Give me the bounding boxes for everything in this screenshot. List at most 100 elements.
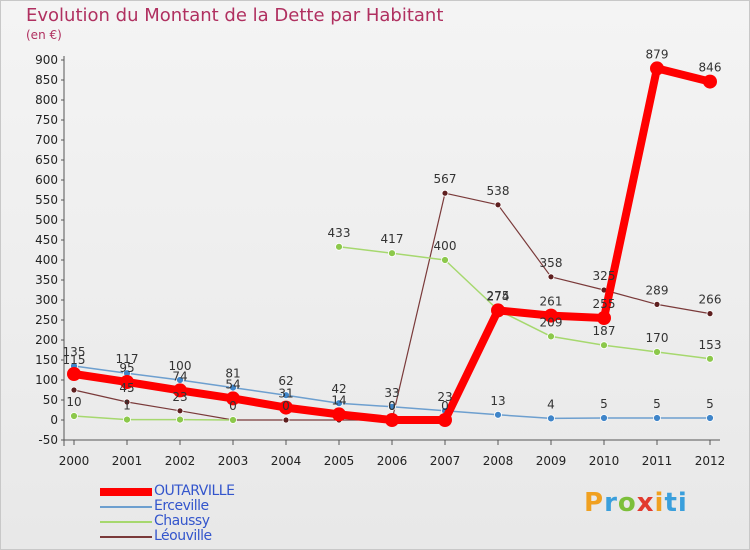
series-point-outarville bbox=[650, 61, 664, 76]
data-label-outarville: 255 bbox=[593, 297, 616, 311]
data-label-erceville: 117 bbox=[116, 352, 139, 366]
series-point-erceville bbox=[706, 414, 714, 422]
data-label-erceville: 5 bbox=[600, 397, 608, 411]
data-label-outarville: 31 bbox=[278, 387, 293, 401]
data-label-chaussy: 209 bbox=[540, 315, 563, 329]
data-label-chaussy: 153 bbox=[699, 338, 722, 352]
series-line-chaussy bbox=[338, 246, 711, 360]
data-label-outarville: 54 bbox=[225, 377, 240, 391]
series-point-chaussy bbox=[653, 348, 661, 356]
data-label-outarville: 261 bbox=[540, 295, 563, 309]
series-point-outarville bbox=[67, 367, 81, 381]
data-label-chaussy: 187 bbox=[593, 324, 616, 338]
data-label-louville: 538 bbox=[487, 184, 510, 198]
y-tick-label: 450 bbox=[35, 233, 58, 247]
series-line-chaussy bbox=[73, 415, 234, 421]
y-tick-label: 550 bbox=[35, 193, 58, 207]
y-unit-label: (en €) bbox=[26, 28, 62, 42]
y-tick-label: 600 bbox=[35, 173, 58, 187]
y-tick-label: 50 bbox=[43, 393, 58, 407]
legend-item-chaussy: Chaussy bbox=[100, 514, 234, 529]
data-label-louville: 0 bbox=[229, 399, 237, 413]
x-tick-label: 2011 bbox=[642, 454, 673, 468]
y-tick-label: 0 bbox=[50, 413, 58, 427]
data-label-outarville: 0 bbox=[388, 399, 396, 413]
legend-item-louville: Léouville bbox=[100, 529, 234, 544]
legend-swatch-chaussy bbox=[100, 520, 152, 523]
series-point-erceville bbox=[388, 402, 396, 411]
data-label-louville: 0 bbox=[388, 399, 396, 413]
legend-item-outarville: OUTARVILLE bbox=[100, 483, 235, 499]
series-point-chaussy bbox=[176, 415, 184, 424]
y-tick-label: 700 bbox=[35, 133, 58, 147]
chart-title: Evolution du Montant de la Dette par Hab… bbox=[26, 5, 444, 26]
legend-label-louville: Léouville bbox=[154, 528, 212, 544]
data-label-louville: 266 bbox=[699, 293, 722, 307]
series-point-erceville bbox=[600, 414, 608, 422]
legend-swatch-outarville bbox=[100, 487, 152, 496]
data-label-erceville: 81 bbox=[225, 367, 240, 381]
series-point-chaussy bbox=[706, 354, 714, 363]
series-point-louville bbox=[547, 273, 555, 281]
x-tick-label: 2008 bbox=[483, 454, 514, 468]
series-point-louville bbox=[70, 386, 78, 394]
series-point-outarville bbox=[173, 383, 187, 398]
x-tick-label: 2005 bbox=[324, 454, 355, 468]
series-point-chaussy bbox=[229, 416, 237, 424]
series-point-louville bbox=[282, 416, 290, 424]
y-tick-label: 200 bbox=[35, 333, 58, 347]
data-label-erceville: 4 bbox=[547, 397, 555, 411]
x-tick-label: 2010 bbox=[589, 454, 620, 468]
series-point-louville bbox=[123, 398, 131, 406]
series-point-outarville bbox=[544, 308, 558, 323]
data-label-outarville: 0 bbox=[441, 399, 449, 413]
data-label-outarville: 95 bbox=[119, 361, 134, 375]
y-tick-label: 300 bbox=[35, 293, 58, 307]
series-point-erceville bbox=[335, 399, 343, 408]
y-tick-label: 650 bbox=[35, 153, 58, 167]
legend: OUTARVILLE Erceville Chaussy Léouville bbox=[100, 483, 235, 544]
data-label-louville: 325 bbox=[593, 269, 616, 283]
data-label-louville: 0 bbox=[282, 399, 290, 413]
series-point-outarville bbox=[226, 391, 240, 406]
data-label-outarville: 115 bbox=[63, 353, 86, 367]
data-label-outarville: 879 bbox=[646, 47, 669, 61]
data-label-erceville: 62 bbox=[278, 374, 293, 388]
x-tick-label: 2012 bbox=[695, 454, 726, 468]
legend-label-chaussy: Chaussy bbox=[154, 513, 210, 529]
y-tick-label: -50 bbox=[38, 433, 58, 447]
x-tick-label: 2007 bbox=[430, 454, 461, 468]
series-point-outarville bbox=[279, 400, 293, 415]
data-label-erceville: 42 bbox=[331, 382, 346, 396]
data-label-outarville: 846 bbox=[699, 61, 722, 75]
legend-label-outarville: OUTARVILLE bbox=[154, 483, 235, 499]
y-tick-label: 850 bbox=[35, 73, 58, 87]
series-point-erceville bbox=[653, 414, 661, 422]
proxiti-logo: Proxiti bbox=[584, 488, 688, 518]
y-tick-label: 900 bbox=[35, 53, 58, 67]
data-label-outarville: 274 bbox=[487, 289, 510, 303]
series-point-chaussy bbox=[547, 332, 555, 341]
data-label-louville: 289 bbox=[646, 283, 669, 297]
x-tick-label: 2001 bbox=[112, 454, 143, 468]
series-point-chaussy bbox=[441, 256, 449, 264]
data-label-chaussy: 170 bbox=[646, 331, 669, 345]
series-point-outarville bbox=[491, 303, 505, 318]
data-label-louville: 567 bbox=[434, 172, 457, 186]
data-label-chaussy: 417 bbox=[381, 232, 404, 246]
data-label-outarville: 14 bbox=[331, 393, 346, 407]
series-point-outarville bbox=[332, 407, 346, 422]
x-tick-label: 2009 bbox=[536, 454, 567, 468]
y-tick-label: 400 bbox=[35, 253, 58, 267]
x-tick-label: 2000 bbox=[59, 454, 90, 468]
series-point-chaussy bbox=[600, 341, 608, 350]
series-point-outarville bbox=[385, 413, 399, 427]
series-point-louville bbox=[706, 310, 714, 318]
legend-swatch-erceville bbox=[100, 505, 152, 508]
y-tick-label: 750 bbox=[35, 113, 58, 127]
legend-swatch-louville bbox=[100, 535, 152, 538]
data-label-erceville: 135 bbox=[63, 345, 86, 359]
data-label-louville: 45 bbox=[119, 381, 134, 395]
data-label-louville: 23 bbox=[172, 390, 187, 404]
